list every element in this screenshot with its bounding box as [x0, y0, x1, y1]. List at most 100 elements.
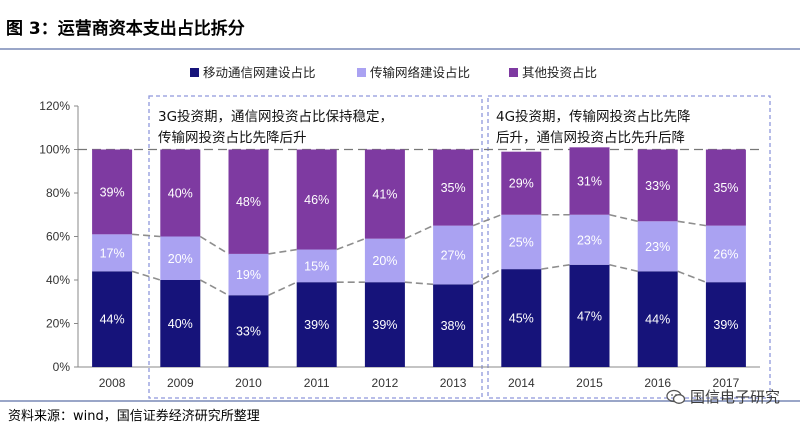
bar-2-2012 [364, 238, 405, 283]
bar-1-2011 [296, 282, 337, 367]
x-tick-label: 2014 [508, 376, 535, 390]
annotation-box-3g [148, 95, 483, 399]
bar-1-2008 [92, 271, 133, 367]
bar-2-2013 [433, 225, 474, 285]
connector-line-2 [336, 237, 366, 251]
bar-2-2015 [569, 214, 610, 265]
connector-line-1 [541, 263, 570, 270]
bar-3-2016 [637, 149, 678, 222]
data-label: 20% [372, 254, 397, 268]
annotation-4g-line2: 后升，通信网投资占比先升后降 [496, 130, 685, 146]
x-tick-label: 2017 [713, 376, 740, 390]
data-label: 33% [645, 179, 670, 193]
annotation-box-4g [487, 95, 771, 399]
data-label: 25% [509, 235, 534, 249]
source-note: 资料来源：wind，国信证券经济研究所整理 [8, 409, 260, 424]
legend-label-series1: 移动通信网建设占比 [203, 65, 316, 80]
x-tick-label: 2015 [576, 376, 603, 390]
bar-3-2013 [433, 149, 474, 226]
data-label: 35% [713, 181, 738, 195]
plot-area: 0% 20% 40% 60% 80% 100% 120% 44% 17% 39% 2008 40% 20… [39, 99, 760, 390]
data-label: 41% [372, 188, 397, 202]
data-label: 19% [236, 268, 261, 282]
stacked-bar-chart: 移动通信网建设占比 传输网络建设占比 其他投资占比 3G投资期，通信网投资占比保… [39, 65, 771, 399]
connector-line-2 [268, 248, 297, 255]
legend: 移动通信网建设占比 传输网络建设占比 其他投资占比 [190, 65, 597, 80]
bar-1-2010 [228, 295, 269, 367]
annotation-3g-line2: 传输网投资占比先降后升 [158, 130, 307, 146]
connector-line-2 [609, 213, 638, 223]
bar-1-2013 [433, 284, 474, 367]
watermark: 国信电子研究 [666, 386, 780, 407]
connector-line-1 [609, 263, 638, 273]
data-label: 39% [304, 318, 329, 332]
x-tick-label: 2012 [372, 376, 399, 390]
x-tick-label: 2008 [99, 376, 126, 390]
bar-3-2010 [228, 149, 269, 254]
bar-3-2008 [92, 149, 133, 235]
bar-1-2016 [637, 271, 678, 367]
data-label: 39% [713, 318, 738, 332]
title-bar: 图 3：运营商资本支出占比拆分 [0, 0, 800, 50]
data-label: 44% [645, 313, 670, 327]
connector-line-2 [472, 214, 502, 227]
connector-line-2 [199, 235, 229, 255]
legend-label-series2: 传输网络建设占比 [370, 65, 470, 80]
bar-2-2009 [160, 236, 201, 280]
y-tick-label: 120% [39, 99, 70, 113]
bar-2-2008 [92, 234, 133, 272]
bar-3-2015 [569, 147, 610, 215]
y-tick-label: 80% [46, 186, 70, 200]
bar-1-2015 [569, 264, 610, 367]
bar-2-2014 [501, 214, 542, 270]
connector-line-1 [131, 270, 161, 281]
data-label: 23% [577, 233, 602, 247]
wechat-icon [666, 389, 686, 404]
bar-2-2010 [228, 253, 269, 296]
legend-swatch-series1 [190, 68, 199, 77]
bar-1-2014 [501, 269, 542, 367]
connector-line-2 [677, 220, 707, 227]
data-label: 26% [713, 247, 738, 261]
data-label: 38% [441, 319, 466, 333]
legend-label-series3: 其他投资占比 [522, 65, 597, 80]
data-label: 46% [304, 193, 329, 207]
watermark-text: 国信电子研究 [690, 388, 781, 406]
x-tick-label: 2010 [235, 376, 262, 390]
bar-3-2011 [296, 149, 337, 250]
data-label: 45% [509, 312, 534, 326]
y-tick-label: 20% [46, 317, 70, 331]
bar-2-2016 [637, 221, 678, 272]
data-label: 39% [100, 185, 125, 199]
x-tick-label: 2013 [440, 376, 467, 390]
data-label: 47% [577, 309, 602, 323]
annotation-4g-line1: 4G投资期，传输网投资占比先降 [496, 109, 691, 125]
data-label: 31% [577, 175, 602, 189]
connector-line-1 [199, 279, 229, 296]
data-label: 29% [509, 177, 534, 191]
bar-3-2014 [501, 151, 542, 215]
y-tick-label: 0% [53, 360, 71, 374]
bar-1-2009 [160, 280, 201, 367]
connector-line-1 [268, 281, 298, 296]
bar-1-2017 [705, 282, 746, 367]
data-label: 27% [441, 248, 466, 262]
bar-3-2012 [364, 149, 405, 239]
connector-line-2 [132, 233, 161, 238]
data-label: 40% [168, 187, 193, 201]
connector-line-1 [404, 281, 434, 286]
bar-3-2017 [705, 149, 746, 226]
data-label: 15% [304, 259, 329, 273]
connector-line-1 [677, 270, 707, 283]
source-divider [0, 400, 800, 402]
bar-3-2009 [160, 149, 201, 237]
bar-2-2017 [705, 225, 746, 283]
data-label: 40% [168, 317, 193, 331]
data-label: 33% [236, 325, 261, 339]
y-tick-label: 40% [46, 273, 70, 287]
bar-1-2012 [364, 282, 405, 367]
connector-line-1 [472, 268, 502, 286]
legend-swatch-series3 [509, 68, 518, 77]
y-tick-label: 60% [46, 230, 70, 244]
x-tick-label: 2016 [644, 376, 671, 390]
